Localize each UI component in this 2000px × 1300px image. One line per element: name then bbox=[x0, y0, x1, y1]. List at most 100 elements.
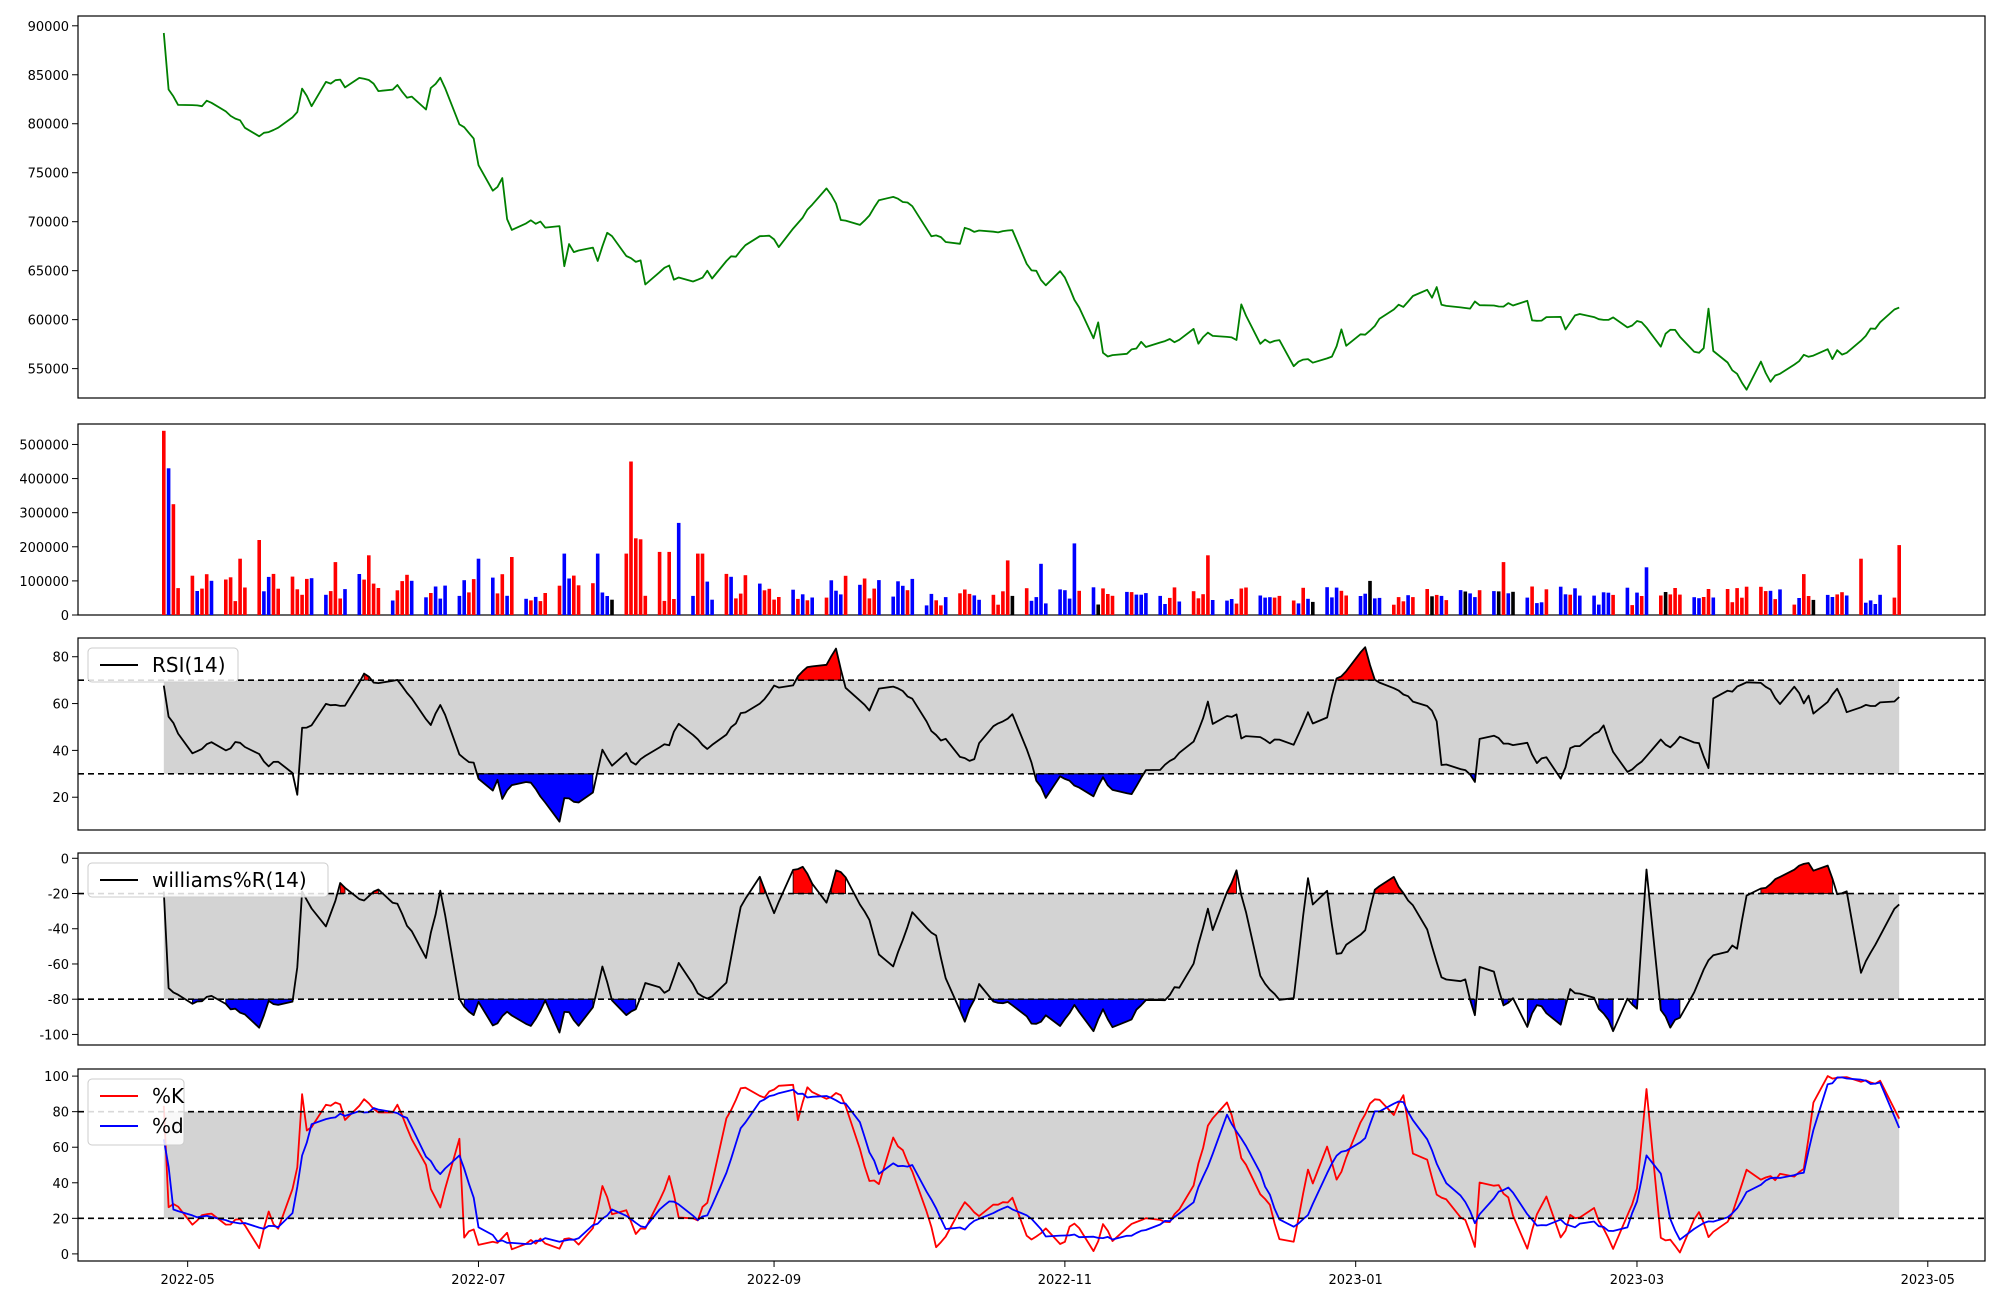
volume-bar bbox=[1311, 601, 1315, 615]
volume-bar bbox=[228, 577, 233, 615]
volume-bar bbox=[1635, 592, 1639, 615]
rsi-legend-label: RSI(14) bbox=[152, 653, 226, 677]
volume-bar bbox=[457, 595, 462, 615]
price-ytick-label: 60000 bbox=[28, 314, 69, 329]
volume-bar bbox=[1539, 602, 1544, 615]
volume-bar bbox=[977, 599, 981, 615]
volume-bar bbox=[1206, 555, 1210, 615]
williams-line bbox=[162, 862, 1900, 1034]
x-tick-label: 2022-09 bbox=[747, 1273, 801, 1288]
volume-bar bbox=[209, 580, 214, 615]
volume-bar bbox=[1091, 587, 1096, 615]
williams-frame bbox=[77, 852, 1986, 1046]
volume-bar bbox=[1239, 588, 1244, 615]
volume-bar bbox=[605, 596, 609, 615]
volume-bar bbox=[1878, 594, 1882, 615]
volume-bar bbox=[1306, 598, 1310, 615]
stochastic-line-k bbox=[162, 1075, 1901, 1254]
volume-bar bbox=[324, 594, 328, 615]
volume-bar bbox=[1177, 601, 1182, 615]
volume-bar bbox=[824, 597, 829, 615]
volume-bar bbox=[424, 597, 428, 615]
volume-bar bbox=[672, 599, 676, 615]
volume-bar bbox=[743, 575, 748, 615]
volume-bar bbox=[591, 583, 595, 615]
volume-ytick-label: 100000 bbox=[19, 575, 69, 590]
volume-bar bbox=[233, 601, 238, 615]
volume-bar bbox=[1725, 589, 1730, 615]
volume-bar bbox=[1673, 588, 1677, 615]
volume-bar bbox=[533, 596, 538, 615]
volume-bar bbox=[190, 575, 195, 615]
volume-bar bbox=[1844, 595, 1849, 615]
volume-bar bbox=[1330, 597, 1334, 615]
rsi-ytick-label: 60 bbox=[52, 698, 69, 713]
volume-bar bbox=[1358, 596, 1363, 615]
stochastic-ytick-label: 0 bbox=[61, 1248, 69, 1263]
volume-bar bbox=[1835, 594, 1839, 615]
price-ytick-label: 65000 bbox=[28, 265, 69, 280]
volume-bar bbox=[433, 586, 438, 615]
rsi-band bbox=[163, 680, 1900, 774]
volume-bar bbox=[476, 558, 481, 615]
volume-bar bbox=[1740, 597, 1744, 615]
stochastic-legend-label: %d bbox=[152, 1114, 184, 1138]
volume-bar bbox=[696, 553, 700, 615]
volume-bar bbox=[1592, 595, 1596, 615]
volume-bar bbox=[367, 555, 371, 615]
volume-bar bbox=[1578, 595, 1582, 615]
volume-bar bbox=[1373, 598, 1377, 615]
volume-bar bbox=[762, 590, 767, 615]
volume-bar bbox=[1139, 594, 1143, 615]
volume-bar bbox=[862, 578, 867, 615]
williams-legend-box bbox=[87, 862, 329, 898]
volume-bar bbox=[1029, 600, 1034, 615]
volume-bar bbox=[1759, 586, 1763, 615]
volume-bar bbox=[371, 583, 376, 615]
volume-bar bbox=[309, 578, 314, 615]
stochastic-ytick-label: 100 bbox=[44, 1070, 69, 1085]
volume-bar bbox=[524, 598, 528, 615]
rsi-line bbox=[162, 646, 1900, 823]
volume-bar bbox=[195, 591, 199, 615]
volume-bar bbox=[676, 522, 681, 615]
williams-ytick-label: -40 bbox=[48, 923, 69, 938]
volume-bar bbox=[491, 577, 495, 615]
volume-bar bbox=[333, 562, 338, 615]
volume-bar bbox=[1344, 595, 1348, 615]
volume-bar bbox=[796, 598, 800, 615]
volume-bar bbox=[1711, 597, 1716, 615]
volume-bar bbox=[667, 551, 671, 615]
volume-bar bbox=[1659, 595, 1663, 615]
volume-bar bbox=[1058, 589, 1062, 615]
volume-bar bbox=[1291, 600, 1296, 615]
volume-bar bbox=[1830, 597, 1835, 615]
rsi-legend-box bbox=[87, 647, 239, 683]
volume-bar bbox=[467, 592, 471, 615]
volume-bar bbox=[1368, 580, 1372, 615]
volume-bar bbox=[1392, 604, 1396, 615]
volume-bar bbox=[1597, 604, 1601, 615]
volume-bar bbox=[662, 600, 667, 615]
price-ytick-label: 80000 bbox=[28, 118, 69, 133]
volume-bar bbox=[1663, 592, 1668, 615]
volume-bar bbox=[1301, 587, 1305, 615]
volume-bar bbox=[576, 585, 581, 615]
volume-bar bbox=[1763, 591, 1768, 615]
volume-bar bbox=[1072, 543, 1077, 615]
price-ytick-label: 75000 bbox=[28, 167, 69, 182]
volume-bar bbox=[1806, 596, 1811, 615]
volume-bar bbox=[1463, 591, 1468, 615]
volume-bar bbox=[1196, 598, 1201, 615]
volume-bar bbox=[1530, 586, 1534, 615]
volume-bar bbox=[643, 595, 648, 615]
volume-bar bbox=[1611, 594, 1615, 615]
volume-bar bbox=[1125, 591, 1129, 615]
williams-ytick-label: -100 bbox=[39, 1028, 69, 1043]
volume-bar bbox=[166, 468, 171, 615]
volume-bar bbox=[991, 594, 996, 615]
volume-bar bbox=[1744, 586, 1749, 615]
volume-bar bbox=[1492, 591, 1496, 615]
x-tick-label: 2022-05 bbox=[160, 1273, 214, 1288]
x-tick-label: 2022-07 bbox=[451, 1273, 505, 1288]
